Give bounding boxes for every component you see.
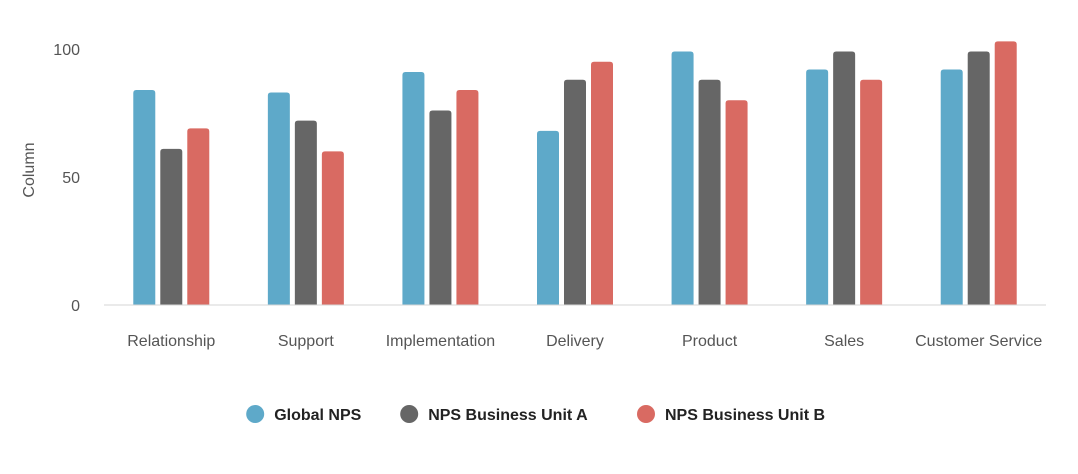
bar-nps-business-unit-a-relationship <box>160 148 183 305</box>
bar-nps-business-unit-b-support <box>321 151 344 305</box>
bar-nps-business-unit-a-sales <box>833 51 856 306</box>
bar-nps-business-unit-a-delivery <box>564 79 586 305</box>
x-tick-label: Product <box>682 333 738 350</box>
bar-nps-business-unit-b-sales <box>860 79 883 305</box>
bar-global-nps-customer-service <box>940 69 963 305</box>
x-tick-label: Implementation <box>386 333 495 350</box>
bar-nps-business-unit-b-relationship <box>187 128 210 305</box>
bar-nps-business-unit-b-customer-service <box>994 41 1017 305</box>
bar-global-nps-support <box>267 92 290 306</box>
bar-nps-business-unit-a-implementation <box>429 110 452 305</box>
x-tick-label: Support <box>278 333 335 350</box>
legend-swatch-nps-business-unit-a <box>400 405 419 423</box>
x-axis-ticks: Relationship Support Implementation Deliver… <box>127 333 1042 350</box>
y-tick-label: 100 <box>53 42 80 59</box>
bar-nps-business-unit-a-customer-service <box>967 51 990 306</box>
legend-label-global-nps[interactable]: Global NPS <box>274 407 361 424</box>
bar-global-nps-product <box>671 51 694 306</box>
bar-nps-business-unit-a-product <box>698 79 721 305</box>
y-axis-ticks: 0 50 100 <box>53 42 80 315</box>
bar-global-nps-delivery <box>537 130 559 305</box>
bar-nps-business-unit-a-support <box>294 120 317 306</box>
legend-swatch-nps-business-unit-b <box>637 405 655 423</box>
x-tick-label: Delivery <box>546 333 604 350</box>
y-tick-label: 0 <box>71 298 80 315</box>
y-axis-title: Column <box>21 142 38 197</box>
y-tick-label: 50 <box>62 170 80 187</box>
x-tick-label: Relationship <box>127 333 215 350</box>
legend-swatch-global-nps <box>246 405 265 423</box>
x-tick-label: Customer Service <box>915 333 1042 350</box>
bar-series <box>133 41 1017 306</box>
bar-global-nps-implementation <box>402 72 425 305</box>
legend-label-nps-business-unit-b[interactable]: NPS Business Unit B <box>665 407 825 424</box>
x-tick-label: Sales <box>824 333 864 350</box>
bar-nps-business-unit-b-delivery <box>591 61 613 305</box>
legend: Global NPS NPS Business Unit A NPS Busines… <box>246 405 825 424</box>
bar-global-nps-relationship <box>133 89 156 306</box>
bar-nps-business-unit-b-product <box>725 100 748 305</box>
bar-nps-business-unit-b-implementation <box>456 89 479 306</box>
legend-label-nps-business-unit-a[interactable]: NPS Business Unit A <box>428 407 588 424</box>
bar-global-nps-sales <box>806 69 829 305</box>
